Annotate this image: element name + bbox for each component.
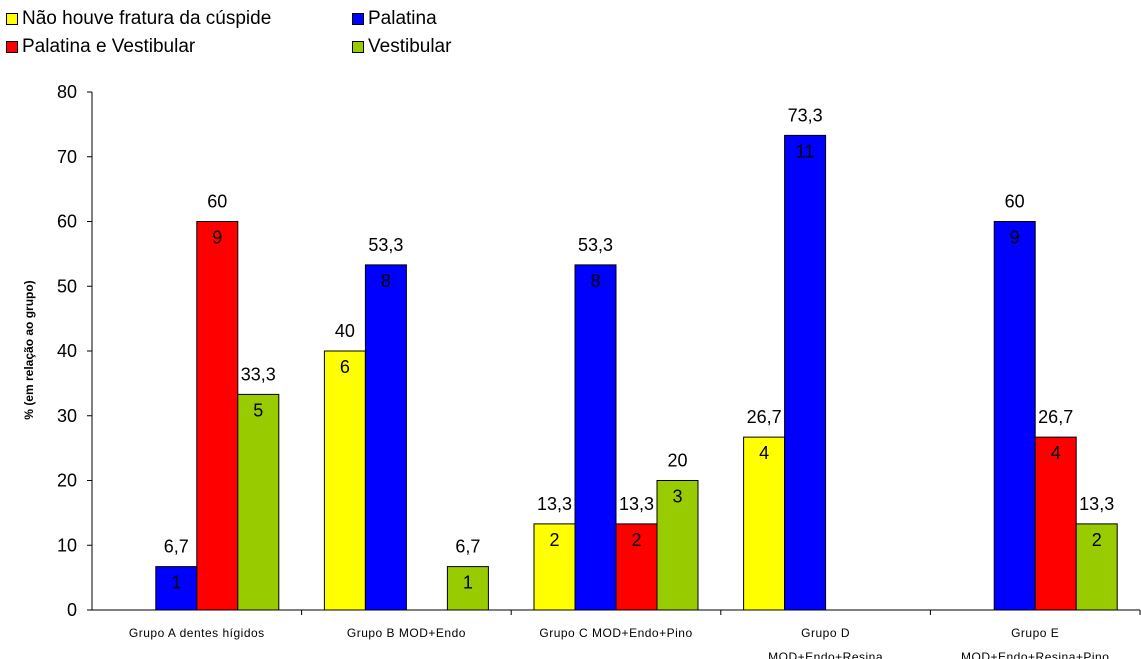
bar	[615, 523, 658, 611]
x-category-label: Grupo E	[1011, 626, 1059, 640]
bar-value-label: 53,3	[368, 235, 403, 255]
legend-item-palatina: Palatina	[352, 8, 437, 30]
bar-count-label: 4	[1051, 443, 1061, 463]
bar-count-label: 9	[212, 228, 222, 248]
bar	[364, 264, 407, 611]
y-tick-label: 10	[57, 535, 77, 555]
y-tick-label: 70	[57, 147, 77, 167]
bar	[1075, 523, 1118, 611]
legend-label: Palatina e Vestibular	[22, 36, 196, 57]
legend-swatch-red	[6, 41, 18, 53]
x-category-label: MOD+Endo+Resina+Pino	[961, 650, 1109, 659]
x-category-label: MOD+Endo+Resina	[768, 650, 883, 659]
legend-swatch-blue	[352, 13, 364, 25]
bar-value-label: 13,3	[1079, 494, 1114, 514]
bar-count-label: 2	[1092, 530, 1102, 550]
x-category-label: Grupo C MOD+Endo+Pino	[539, 626, 692, 640]
chart-legend: Não houve fratura da cúspide Palatina Pa…	[6, 8, 526, 64]
bar-value-label: 33,3	[241, 364, 276, 384]
bar-value-label: 40	[335, 321, 355, 341]
bar-value-label: 73,3	[788, 105, 823, 125]
legend-swatch-yellow	[6, 13, 18, 25]
y-tick-label: 80	[57, 82, 77, 102]
bar-count-label: 1	[463, 573, 473, 593]
bar	[784, 134, 827, 611]
bar-count-label: 2	[549, 530, 559, 550]
bar	[574, 264, 617, 611]
bar	[155, 566, 198, 611]
legend-swatch-green	[352, 41, 364, 53]
legend-item-vestibular: Vestibular	[352, 36, 451, 58]
x-category-label: Grupo B MOD+Endo	[347, 626, 466, 640]
y-tick-label: 30	[57, 406, 77, 426]
legend-label: Não houve fratura da cúspide	[22, 8, 272, 29]
bar-value-label: 6,7	[455, 537, 480, 557]
legend-item-palatina-vestibular: Palatina e Vestibular	[6, 36, 195, 58]
bar-count-label: 5	[253, 400, 263, 420]
bar	[237, 393, 280, 611]
bar-count-label: 2	[631, 530, 641, 550]
bar	[196, 221, 239, 611]
y-tick-label: 50	[57, 276, 77, 296]
bar-value-label: 60	[207, 192, 227, 212]
bar-count-label: 3	[672, 487, 682, 507]
x-category-label: Grupo D	[801, 626, 850, 640]
bar	[993, 221, 1036, 611]
bar	[323, 350, 366, 611]
legend-item-no-fracture: Não houve fratura da cúspide	[6, 8, 271, 30]
bar-count-label: 1	[171, 573, 181, 593]
bar-count-label: 4	[759, 443, 769, 463]
y-tick-label: 40	[57, 341, 77, 361]
legend-label: Vestibular	[368, 36, 452, 57]
bar-count-label: 9	[1010, 228, 1020, 248]
bar	[656, 480, 699, 611]
bar-value-label: 53,3	[578, 235, 613, 255]
y-tick-label: 60	[57, 212, 77, 232]
bar-value-label: 26,7	[1038, 407, 1073, 427]
y-tick-label: 20	[57, 471, 77, 491]
bar-count-label: 6	[340, 357, 350, 377]
bar-count-label: 8	[381, 271, 391, 291]
bar	[743, 436, 786, 611]
bar-count-label: 8	[590, 271, 600, 291]
legend-label: Palatina	[368, 8, 437, 29]
y-tick-label: 0	[67, 600, 77, 620]
bar-value-label: 6,7	[164, 537, 189, 557]
bar	[446, 566, 489, 611]
bar-count-label: 11	[796, 141, 815, 161]
x-category-label: Grupo A dentes hígidos	[129, 626, 265, 640]
bar-value-label: 13,3	[537, 494, 572, 514]
bar-value-label: 20	[667, 451, 687, 471]
bar-value-label: 13,3	[619, 494, 654, 514]
bar-value-label: 26,7	[747, 407, 782, 427]
bar-value-label: 60	[1005, 192, 1025, 212]
